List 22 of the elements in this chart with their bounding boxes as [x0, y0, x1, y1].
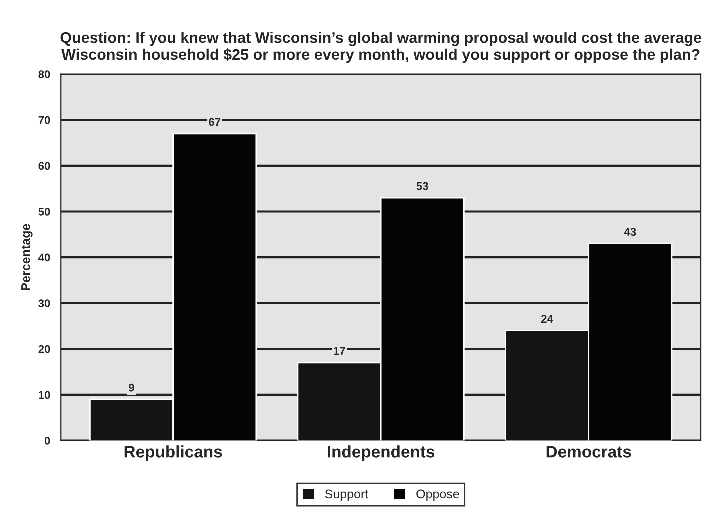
y-axis-title: Percentage [22, 224, 33, 290]
y-tick-label: 80 [38, 70, 50, 78]
chart-title: Question: If you knew that Wisconsin’s global warming proposal would cost the average Wisconsin household $25 or more every month, would you support or oppose the plan? [60, 32, 702, 64]
x-tick-label: Independents [328, 446, 435, 462]
x-tick-label: Republicans [124, 446, 222, 462]
legend-label: Oppose [416, 490, 460, 502]
y-tick-label: 60 [38, 162, 50, 170]
data-label: 24 [541, 315, 554, 323]
y-tick-label: 50 [38, 208, 50, 216]
y-tick-label: 70 [38, 116, 50, 124]
legend-label: Support [325, 490, 368, 502]
data-label: 43 [624, 228, 636, 236]
x-tick-label: Democrats [546, 446, 632, 458]
y-tick-label: 10 [39, 391, 50, 400]
y-tick-label: 30 [38, 300, 50, 308]
data-label: 17 [334, 347, 346, 356]
y-tick-label: 20 [38, 345, 50, 354]
y-tick-label: 40 [38, 254, 50, 262]
y-tick-label: 0 [44, 436, 50, 445]
data-label: 9 [129, 384, 134, 392]
data-label: 67 [209, 118, 221, 126]
data-label: 53 [416, 182, 428, 190]
